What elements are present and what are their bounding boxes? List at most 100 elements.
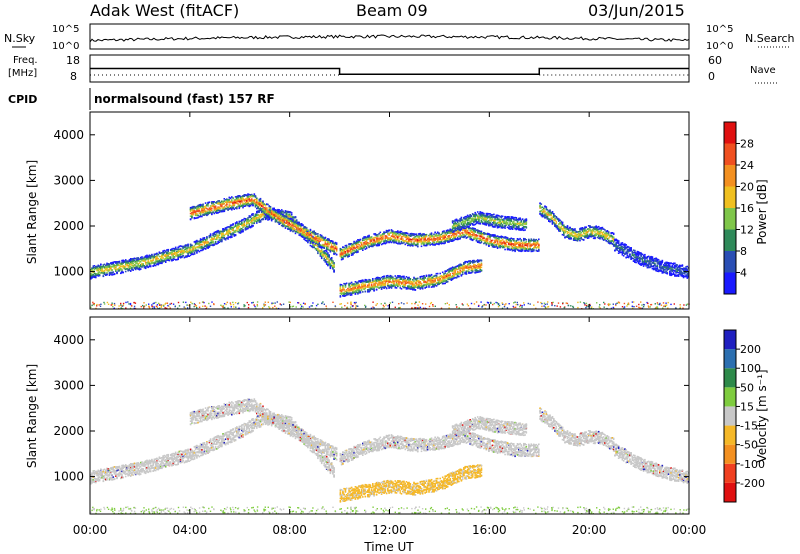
power-cell: [221, 235, 223, 237]
power-cell: [213, 206, 216, 209]
power-cell: [249, 219, 252, 222]
power-cell: [348, 246, 350, 248]
power-cell: [360, 247, 363, 249]
power-cell: [327, 246, 329, 249]
power-cell: [189, 212, 192, 215]
power-cell: [256, 214, 258, 216]
power-cell: [312, 238, 314, 240]
power-cell: [471, 239, 474, 242]
power-cell: [436, 234, 439, 237]
power-cell: [459, 237, 461, 240]
power-cell: [335, 247, 338, 249]
power-cell: [367, 281, 369, 283]
power-cell: [244, 218, 247, 220]
power-cell: [374, 242, 377, 245]
power-cell: [403, 241, 405, 244]
power-cell: [136, 260, 138, 263]
power-cell: [399, 238, 402, 240]
power-cell: [349, 251, 352, 254]
power-cell: [223, 206, 226, 208]
power-cell: [407, 232, 409, 235]
power-cell: [354, 250, 357, 253]
nsearch-label: N.Search: [745, 32, 795, 45]
power-cell: [161, 259, 163, 261]
power-cell: [352, 289, 354, 292]
power-cell: [258, 211, 261, 213]
power-cell: [329, 265, 332, 267]
power-cell: [388, 237, 390, 240]
power-cell: [339, 248, 342, 251]
power-cell: [115, 261, 117, 263]
power-cell: [273, 208, 275, 211]
power-cell: [358, 292, 360, 294]
power-cell: [222, 209, 224, 212]
power-cell: [339, 254, 342, 256]
power-cell: [194, 242, 197, 244]
power-cell: [355, 251, 358, 254]
power-cell: [147, 261, 149, 264]
power-cell: [488, 243, 490, 245]
power-cell: [209, 205, 212, 207]
power-cell: [280, 217, 283, 220]
power-cell: [428, 239, 430, 241]
power-cell: [440, 233, 443, 236]
power-cell: [118, 262, 121, 264]
power-cell: [348, 288, 350, 291]
power-cell: [409, 233, 412, 235]
power-cell: [178, 253, 181, 256]
power-cell: [121, 270, 123, 272]
power-cell: [473, 232, 475, 235]
power-cell: [107, 265, 110, 267]
power-cell: [389, 239, 392, 242]
power-cell: [253, 193, 256, 195]
power-cell: [96, 269, 98, 272]
power-cell: [134, 268, 137, 271]
power-cell: [325, 261, 328, 264]
power-cell: [438, 233, 440, 235]
power-cell: [207, 203, 209, 205]
power-cell: [309, 237, 312, 239]
power-cell: [499, 245, 501, 248]
power-cell: [168, 259, 171, 262]
power-cell: [258, 214, 261, 217]
power-cell: [327, 258, 329, 260]
power-cell: [282, 224, 284, 227]
power-cell: [102, 270, 105, 273]
power-cell: [393, 236, 395, 239]
power-cell: [224, 229, 227, 231]
power-cell: [384, 242, 387, 244]
power-cell: [226, 237, 228, 239]
power-cell: [309, 229, 312, 231]
power-cell: [282, 215, 284, 217]
power-cell: [152, 255, 154, 258]
power-cell: [152, 257, 154, 259]
power-cell: [222, 206, 224, 209]
power-cell: [431, 235, 434, 238]
power-cell: [106, 272, 108, 274]
power-cell: [328, 239, 330, 241]
power-cell: [253, 215, 256, 218]
power-cell: [256, 218, 258, 221]
power-cell: [349, 285, 352, 288]
power-cell: [342, 287, 344, 289]
power-cell: [290, 212, 293, 214]
power-cell: [382, 236, 384, 239]
power-cell: [113, 264, 116, 266]
power-cell: [290, 224, 293, 227]
power-cell: [236, 224, 238, 227]
power-cell: [278, 223, 280, 225]
power-cell: [513, 249, 515, 251]
power-cell: [305, 234, 308, 237]
power-cell: [511, 247, 514, 249]
power-cell: [149, 256, 152, 258]
power-cell: [100, 265, 102, 268]
power-cell: [206, 245, 208, 247]
power-cell: [503, 241, 505, 244]
power-cell: [359, 290, 362, 292]
power-cell: [407, 238, 409, 240]
power-cell: [289, 220, 292, 222]
power-cell: [395, 242, 398, 244]
power-cell: [358, 287, 360, 290]
power-cell: [173, 251, 176, 254]
power-cell: [283, 219, 285, 221]
